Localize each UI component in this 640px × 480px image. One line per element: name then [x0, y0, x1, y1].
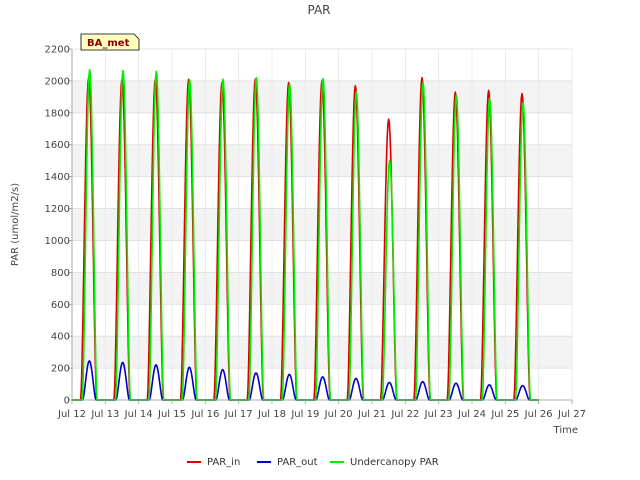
y-ticks: 0 200 400 600 800 1000 1200 1400 1600 1800 2000 220…	[45, 45, 72, 407]
grid-band	[72, 272, 572, 305]
y-axis-label: PAR (umol/m2/s)	[10, 183, 21, 266]
y-tick-label: 1000	[45, 236, 70, 247]
x-tick-label: Jul 15	[157, 409, 186, 420]
x-tick-label: Jul 17	[224, 409, 253, 420]
x-ticks: Jul 12 Jul 13 Jul 14 Jul 15 Jul 16 Jul 17 Jul …	[57, 400, 586, 420]
x-tick-label: Jul 24	[457, 409, 486, 420]
site-badge: BA_met	[80, 33, 140, 51]
x-tick-label: Jul 25	[490, 409, 519, 420]
x-tick-label: Jul 21	[357, 409, 386, 420]
x-tick-label: Jul 19	[290, 409, 319, 420]
x-tick-label: Jul 14	[124, 409, 153, 420]
grid-band	[72, 208, 572, 241]
x-tick-label: Jul 26	[524, 409, 553, 420]
y-tick-label: 800	[51, 268, 70, 279]
axes	[71, 49, 572, 401]
y-tick-label: 1200	[45, 204, 70, 215]
legend: PAR_in PAR_out Undercanopy PAR	[187, 457, 439, 468]
y-tick-label: 1600	[45, 140, 70, 151]
legend-item-undercanopy-par: Undercanopy PAR	[330, 457, 439, 468]
y-tick-label: 600	[51, 300, 70, 311]
y-tick-label: 2000	[45, 76, 70, 87]
legend-item-par-in: PAR_in	[187, 457, 240, 468]
y-tick-label: 2200	[45, 45, 70, 56]
legend-label: PAR_in	[207, 457, 240, 468]
y-tick-label: 1800	[45, 108, 70, 119]
x-tick-label: Jul 27	[557, 409, 586, 420]
grid-band	[72, 144, 572, 177]
legend-label: PAR_out	[277, 457, 318, 468]
x-tick-label: Jul 20	[324, 409, 353, 420]
site-badge-shape	[80, 33, 140, 51]
site-badge-label: BA_met	[87, 38, 130, 49]
legend-label: Undercanopy PAR	[350, 457, 439, 468]
x-tick-label: Jul 12	[57, 409, 86, 420]
grid-band	[72, 336, 572, 369]
x-tick-label: Jul 18	[257, 409, 286, 420]
legend-item-par-out: PAR_out	[257, 457, 318, 468]
y-tick-label: 1400	[45, 172, 70, 183]
y-tick-label: 400	[51, 332, 70, 343]
chart-title: PAR	[307, 3, 330, 17]
x-tick-label: Jul 23	[424, 409, 453, 420]
x-tick-label: Jul 16	[190, 409, 219, 420]
y-tick-label: 200	[51, 364, 70, 375]
x-tick-label: Jul 22	[390, 409, 419, 420]
x-axis-label: Time	[553, 425, 578, 436]
x-tick-label: Jul 13	[90, 409, 119, 420]
y-tick-label: 0	[64, 396, 70, 407]
